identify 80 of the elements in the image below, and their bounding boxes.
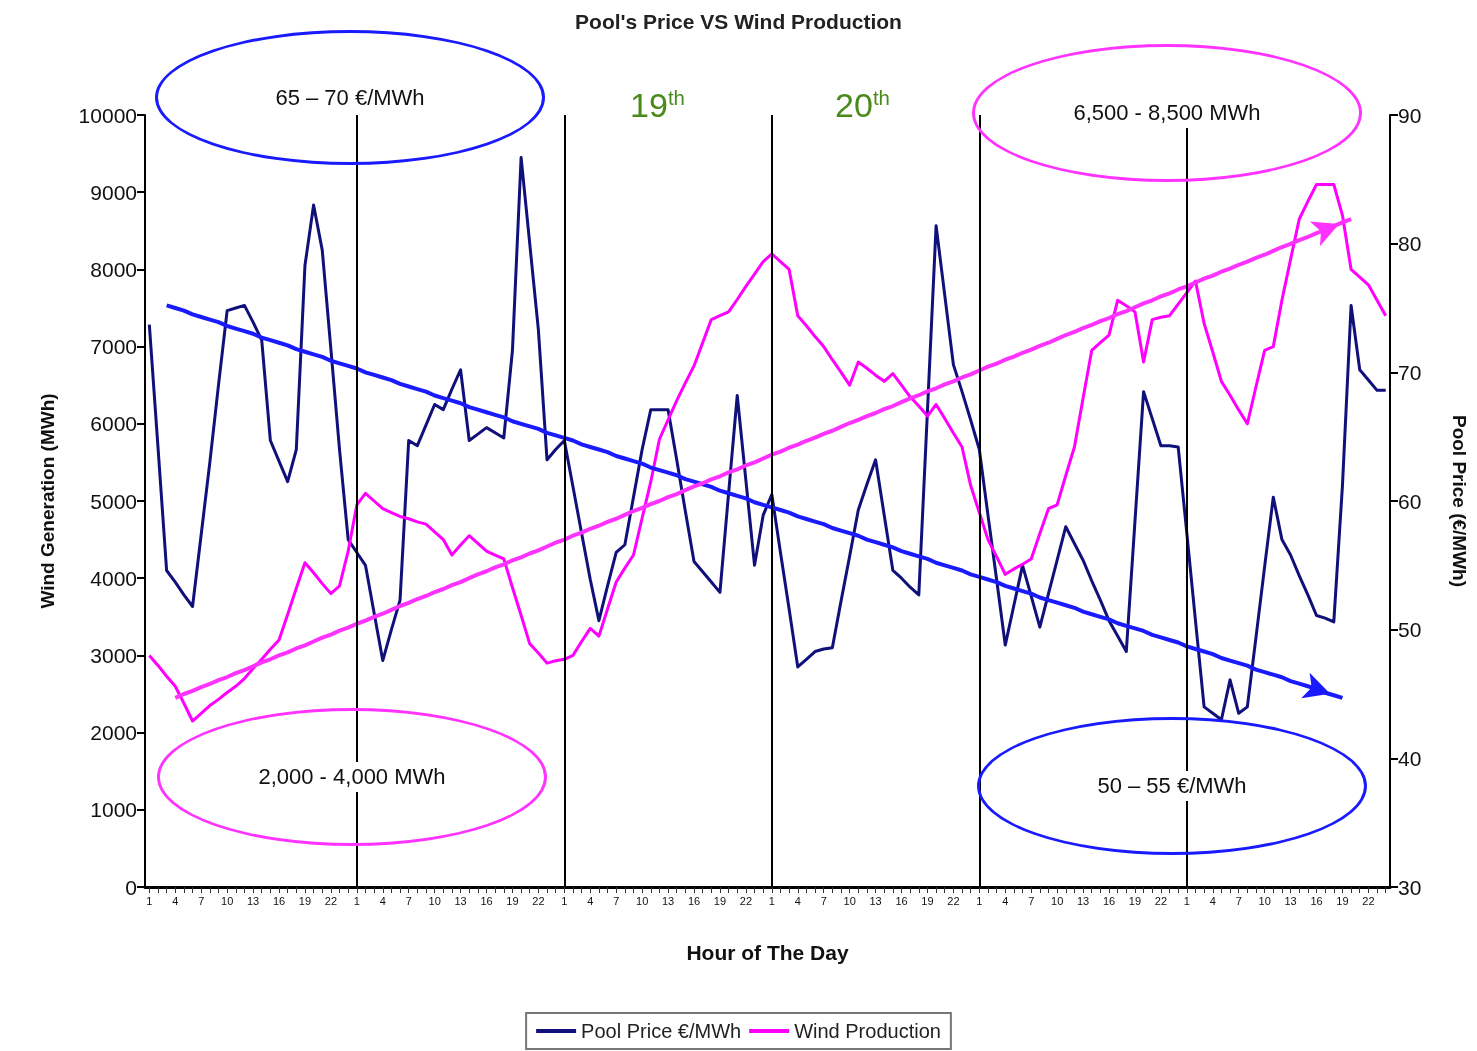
y2-tick-label: 30 [1398, 875, 1422, 899]
y-tick-label: 3000 [90, 643, 137, 667]
y-tick-label: 10000 [78, 103, 137, 127]
x-tick-label: 22 [1154, 894, 1168, 907]
y-tick-label: 0 [125, 875, 137, 899]
x-tick-label: 19 [298, 894, 312, 907]
x-tick-label: 16 [1102, 894, 1116, 907]
x-tick-label: 22 [532, 894, 545, 907]
x-tick-label: 10 [428, 894, 441, 907]
x-tick-label: 19 [921, 894, 934, 907]
y2-tick-label: 70 [1398, 360, 1422, 384]
y-axis-title: Wind Generation (MWh) [37, 393, 58, 609]
annotation: 2,000 - 4,000 MWh [255, 762, 449, 792]
y-tick-label: 7000 [90, 335, 137, 359]
y2-tick-label: 80 [1398, 232, 1422, 256]
annotation: 20$^{th}$ [832, 83, 893, 127]
x-tick-label: 16 [895, 894, 908, 907]
y2-tick-label: 90 [1398, 103, 1422, 127]
x-tick-label: 4 [1209, 894, 1216, 907]
x-tick-label: 19 [1336, 894, 1349, 907]
x-tick-label: 4 [172, 894, 179, 907]
x-tick-label: 1 [1183, 894, 1190, 907]
x-tick-label: 1 [976, 894, 983, 907]
x-tick-label: 19 [506, 894, 519, 907]
y-tick-label: 2000 [90, 721, 137, 745]
y-tick-label: 9000 [90, 180, 137, 204]
x-tick-label: 4 [794, 894, 801, 907]
x-tick-label: 16 [687, 894, 701, 907]
x-tick-label: 16 [480, 894, 493, 907]
x-tick-label: 13 [1284, 894, 1297, 907]
x-tick-label: 7 [1235, 894, 1242, 907]
x-tick-label: 19 [1128, 894, 1142, 907]
y-tick-label: 8000 [90, 257, 137, 281]
x-tick-label: 7 [198, 894, 205, 907]
y2-tick-label: 60 [1398, 489, 1422, 513]
x-axis-title: Hour of The Day [686, 941, 849, 964]
y-tick-label: 4000 [90, 566, 137, 590]
x-tick-label: 7 [1028, 894, 1035, 907]
x-tick-label: 19 [713, 894, 727, 907]
x-tick-label: 7 [613, 894, 620, 907]
x-tick-label: 1 [146, 894, 153, 907]
x-tick-label: 16 [272, 894, 286, 907]
x-tick-label: 13 [246, 894, 260, 907]
y-tick-label: 1000 [90, 798, 137, 822]
x-tick-label: 22 [947, 894, 960, 907]
x-tick-label: 10 [636, 894, 649, 907]
x-tick-label: 1 [768, 894, 775, 907]
x-tick-label: 1 [561, 894, 568, 907]
line-series [173, 217, 1354, 700]
y2-tick-label: 50 [1398, 618, 1422, 642]
legend-label: Pool Price €/MWh [581, 1020, 742, 1042]
x-tick-label: 10 [221, 894, 234, 907]
x-tick-label: 13 [454, 894, 467, 907]
x-tick-label: 13 [661, 894, 675, 907]
x-tick-label: 22 [739, 894, 753, 907]
x-tick-label: 4 [587, 894, 594, 907]
x-tick-label: 22 [1362, 894, 1375, 907]
y2-axis-title: Pool Price (€/MWh) [1449, 414, 1470, 588]
x-tick-label: 4 [379, 894, 386, 907]
x-tick-label: 7 [405, 894, 412, 907]
x-tick-label: 4 [1002, 894, 1009, 907]
annotation: 19$^{th}$ [627, 83, 688, 127]
y-tick-label: 6000 [90, 412, 137, 436]
text: 65 – 70 €/MWh [272, 82, 428, 113]
x-tick-label: 16 [1310, 894, 1323, 907]
x-tick-label: 13 [869, 894, 882, 907]
legend-label: Wind Production [794, 1020, 941, 1042]
y-tick-label: 5000 [90, 489, 137, 513]
x-tick-label: 13 [1076, 894, 1090, 907]
x-tick-label: 22 [324, 894, 338, 907]
x-tick-label: 7 [820, 894, 827, 907]
x-tick-label: 10 [1258, 894, 1271, 907]
y2-tick-label: 40 [1398, 746, 1422, 770]
x-tick-label: 10 [843, 894, 856, 907]
annotation: 50 – 55 €/MWh [1094, 771, 1250, 801]
x-tick-label: 10 [1051, 894, 1064, 907]
x-tick-label: 1 [353, 894, 360, 907]
annotation: 6,500 - 8,500 MWh [1070, 98, 1264, 128]
line-series [164, 303, 1345, 700]
chart-title: Pool's Price VS Wind Production [575, 10, 902, 33]
